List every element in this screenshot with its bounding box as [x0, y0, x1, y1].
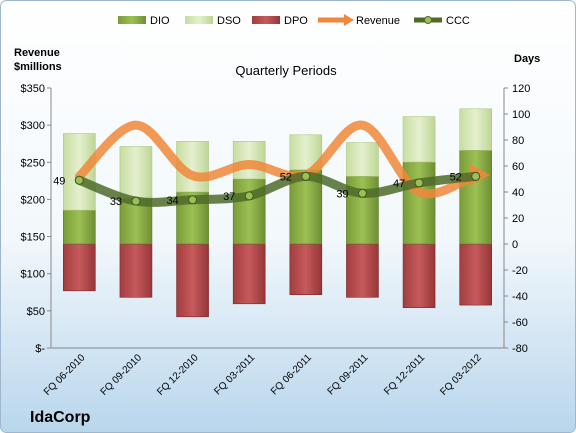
ccc-point — [131, 196, 141, 206]
right-tick-label: 120 — [512, 83, 530, 95]
right-tick-label: 40 — [512, 187, 524, 199]
ccc-data-label: 34 — [166, 195, 178, 207]
right-tick-label: -60 — [512, 317, 528, 329]
left-tick-label: $300 — [21, 120, 45, 132]
right-tick-label: -20 — [512, 265, 528, 277]
dpo-bar — [119, 243, 153, 298]
dpo-bar — [176, 243, 209, 318]
right-tick-label: -80 — [512, 343, 528, 355]
right-axis-label: Days — [514, 53, 540, 65]
dpo-bar — [346, 243, 379, 298]
right-tick-label: 80 — [512, 135, 524, 147]
ccc-data-label: 37 — [223, 191, 235, 203]
legend-label-dpo: DPO — [284, 15, 308, 27]
ccc-point — [74, 175, 84, 185]
legend-swatch-dpo — [252, 16, 280, 24]
dpo-bar — [459, 243, 492, 306]
ccc-point — [471, 171, 481, 181]
dpo-bar — [232, 243, 266, 305]
legend-label-dso: DSO — [217, 15, 241, 27]
ccc-point — [244, 191, 254, 201]
left-tick-label: $250 — [21, 157, 45, 169]
ccc-point — [301, 171, 311, 181]
left-tick-label: $100 — [21, 269, 45, 281]
left-tick-label: $150 — [21, 232, 45, 244]
dpo-bar — [402, 243, 436, 309]
ccc-point — [414, 178, 424, 188]
legend-label-dio: DIO — [150, 15, 170, 27]
right-tick-label: 20 — [512, 213, 524, 225]
right-tick-label: 100 — [512, 109, 530, 121]
dpo-bar — [289, 243, 323, 296]
bar-series — [63, 108, 492, 318]
ccc-data-label: 47 — [393, 178, 405, 190]
left-tick-label: $350 — [21, 83, 45, 95]
left-tick-label: $- — [35, 343, 45, 355]
company-name: IdaCorp — [30, 409, 91, 426]
right-tick-label: 60 — [512, 161, 524, 173]
ccc-data-label: 52 — [450, 171, 462, 183]
chart-title: Quarterly Periods — [235, 63, 337, 78]
legend-arrow-revenue — [344, 14, 354, 26]
ccc-data-label: 39 — [336, 188, 348, 200]
right-axis-ticks: -80 -60 -40 -20 0 20 40 60 80 100 120 — [504, 83, 530, 355]
ccc-line — [74, 171, 481, 207]
left-tick-label: $200 — [21, 194, 45, 206]
dio-bar — [63, 209, 96, 245]
right-tick-label: 0 — [512, 239, 518, 251]
ccc-point — [357, 188, 367, 198]
dso-bar — [402, 116, 436, 163]
ccc-data-label: 52 — [280, 171, 292, 183]
dso-bar — [346, 142, 379, 177]
left-axis-label-line1: Revenue — [14, 47, 60, 59]
legend-label-ccc: CCC — [446, 15, 470, 27]
left-axis-label-line2: $millions — [14, 61, 62, 73]
legend-swatch-dio — [118, 16, 146, 24]
ccc-point — [188, 195, 198, 205]
line-series: 49 33 34 37 52 39 47 52 — [53, 120, 490, 208]
right-tick-label: -40 — [512, 291, 528, 303]
dpo-bar — [63, 243, 96, 292]
ccc-data-label: 49 — [53, 175, 65, 187]
dio-bar — [459, 150, 492, 245]
dso-bar — [119, 146, 153, 199]
ccc-data-label: 33 — [110, 196, 122, 208]
legend-label-revenue: Revenue — [356, 15, 400, 27]
legend-marker-ccc — [424, 16, 432, 24]
left-tick-label: $50 — [27, 306, 45, 318]
left-axis-ticks: $- $50 $100 $150 $200 $250 $300 $350 — [21, 83, 51, 355]
dso-bar — [459, 108, 492, 151]
legend-swatch-dso — [185, 16, 213, 24]
dio-bar — [402, 161, 436, 245]
legend: DIO DSO DPO Revenue CCC — [118, 14, 470, 27]
